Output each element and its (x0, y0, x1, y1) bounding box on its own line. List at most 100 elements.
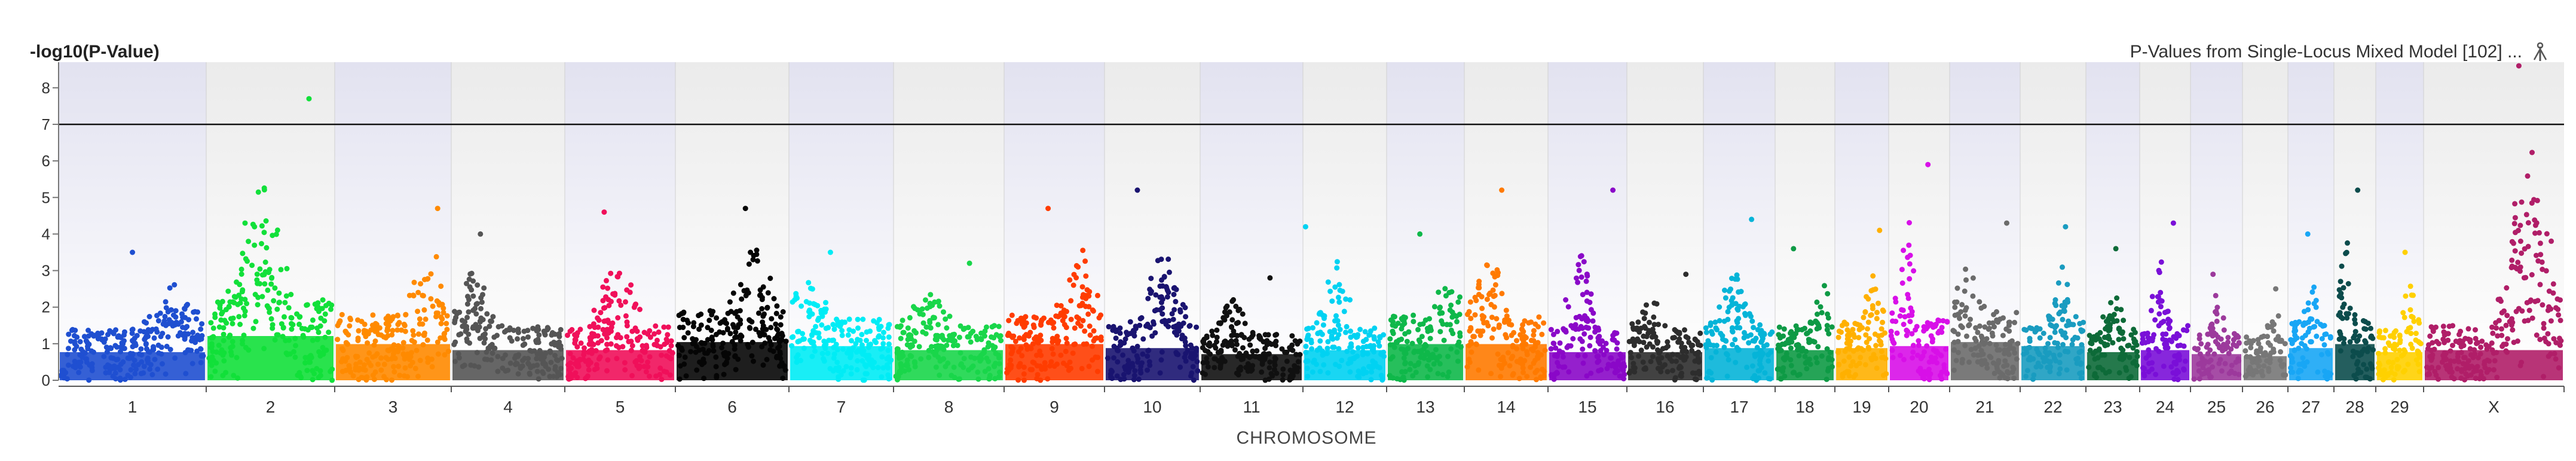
snp-point-chr14 (1541, 320, 1547, 326)
snp-point-chr21 (1966, 322, 1972, 328)
snp-point-chr3 (403, 312, 409, 317)
snp-point-chr6 (690, 323, 696, 329)
snp-point-chr7 (864, 329, 870, 335)
snp-density-chr10 (1106, 348, 1199, 380)
snp-point-chr10 (1158, 294, 1164, 300)
snp-point-chr19 (1868, 312, 1874, 318)
snp-point-chr16 (1651, 300, 1657, 306)
snp-point-chr1 (91, 333, 97, 339)
snp-point-chr3 (390, 314, 396, 320)
snp-point-chr26 (2265, 334, 2271, 340)
snp-point-chr3 (444, 313, 450, 319)
snp-point-chr10 (1158, 257, 1164, 262)
snp-point-chr5 (631, 304, 637, 310)
snp-point-chr6 (730, 290, 736, 296)
snp-point-chr3 (402, 328, 408, 334)
snp-point-chr27 (2299, 335, 2305, 341)
snp-point-chr7 (809, 286, 815, 292)
pin-icon[interactable] (2533, 42, 2547, 61)
snp-point-chr2 (262, 259, 268, 265)
snp-point-chr17 (1717, 317, 1723, 323)
snp-point-chr20 (1888, 333, 1894, 339)
snp-point-chrX (2441, 329, 2447, 335)
snp-point-chr20 (1908, 305, 1914, 311)
snp-point-chr12 (1303, 343, 1309, 349)
snp-point-chr4 (511, 328, 516, 333)
snp-point-chrX (2489, 340, 2495, 346)
snp-point-chr15 (1576, 267, 1582, 273)
snp-point-chr11 (1233, 338, 1239, 344)
snp-point-chr10 (1173, 323, 1179, 329)
snp-point-chrX (2461, 343, 2467, 349)
snp-point-chr3 (399, 327, 405, 333)
snp-point-chr15 (1584, 289, 1590, 295)
snp-point-chr13 (1447, 322, 1453, 328)
snp-point-chr23 (2114, 295, 2120, 301)
snp-point-chr25 (2204, 344, 2210, 350)
snp-point-chr29 (2401, 315, 2407, 320)
snp-point-chr22 (2069, 341, 2075, 347)
snp-point-chr1 (142, 335, 148, 341)
snp-point-chr1 (184, 323, 190, 329)
snp-point-chr13 (1411, 312, 1417, 318)
snp-point-chr26 (2271, 349, 2277, 355)
snp-point-chr12 (1315, 331, 1321, 337)
snp-point-chrX (2511, 221, 2517, 227)
snp-point-chr12 (1332, 318, 1338, 324)
snp-point-chr8 (957, 323, 963, 329)
snp-point-chrX (2534, 252, 2539, 258)
snp-point-chrX (2522, 246, 2528, 252)
snp-point-chr2 (326, 300, 332, 306)
snp-point-chr1 (158, 344, 164, 350)
snp-point-chr28 (2361, 326, 2367, 332)
snp-point-chr4 (491, 334, 497, 340)
snp-point-chr16 (1641, 340, 1647, 346)
snp-point-chr22 (2062, 303, 2068, 309)
snp-point-chr8 (932, 299, 938, 305)
snp-point-chr6 (763, 326, 769, 332)
snp-point-chr28 (2352, 317, 2358, 322)
snp-point-chr15 (1584, 318, 1590, 324)
snp-point-chr3 (361, 328, 367, 334)
snp-point-chr28 (2337, 310, 2343, 316)
snp-point-chr27 (2320, 323, 2326, 329)
snp-point-chr2 (282, 314, 287, 320)
snp-point-chr4 (488, 318, 494, 324)
snp-point-chr7 (857, 337, 863, 343)
snp-point-chr11 (1279, 346, 1285, 352)
snp-point-chr24 (2155, 299, 2161, 305)
snp-point-chr14 (1491, 294, 1497, 300)
snp-point-chrX (2545, 331, 2551, 337)
snp-point-chr17 (1734, 306, 1740, 312)
snp-point-chrX (2557, 343, 2563, 348)
snp-point-chr3 (355, 338, 361, 343)
snp-point-chr12 (1327, 288, 1333, 294)
snp-point-chr8 (927, 319, 933, 325)
snp-point-chr2 (244, 301, 250, 307)
snp-point-chr7 (859, 332, 865, 337)
snp-point-chr5 (577, 326, 583, 332)
snp-point-chr10 (1162, 317, 1168, 323)
snp-point-chr16 (1678, 340, 1684, 346)
snp-point-chr20 (1911, 268, 1917, 274)
snp-point-chr15 (1595, 338, 1601, 344)
snp-point-chr11 (1284, 349, 1290, 355)
snp-point-chr16 (1676, 336, 1682, 342)
snp-point-chr29 (2401, 347, 2407, 353)
snp-point-chr5 (662, 341, 668, 347)
snp-point-chrX (2519, 199, 2525, 205)
snp-point-chrX (2490, 330, 2496, 336)
snp-point-chr7 (801, 336, 807, 342)
snp-point-chr8 (904, 342, 910, 348)
snp-point-chr15 (1575, 279, 1581, 285)
snp-point-chr1 (154, 313, 160, 319)
snp-point-chrX (2535, 258, 2541, 264)
chromosome-band-14 (1464, 62, 1548, 380)
snp-point-chr5 (608, 341, 614, 347)
snp-point-chrX (2545, 307, 2551, 313)
snp-point-chr13 (1449, 289, 1455, 295)
snp-point-chr3 (441, 334, 447, 340)
snp-point-chr14 (1480, 328, 1486, 334)
snp-point-chr8 (911, 304, 916, 310)
snp-point-chr21 (1984, 336, 1990, 342)
